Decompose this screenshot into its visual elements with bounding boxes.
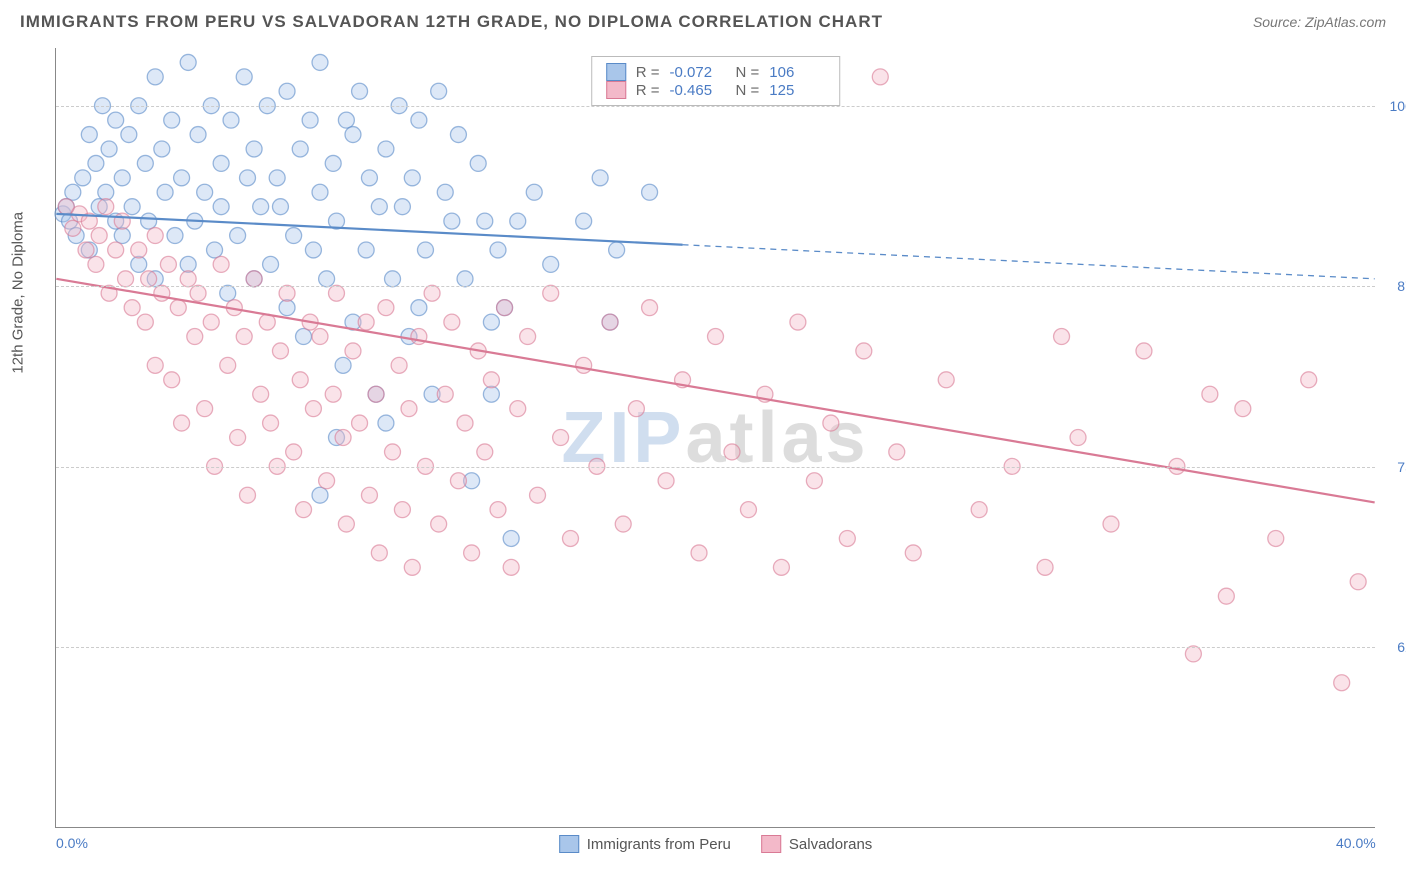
chart-plot-area: ZIPatlas R = -0.072 N = 106 R = -0.465 N…	[55, 48, 1375, 828]
swatch-salvadoran-icon	[606, 81, 626, 99]
y-axis-label: 12th Grade, No Diploma	[10, 212, 27, 374]
n-label: N =	[736, 64, 760, 81]
chart-title: IMMIGRANTS FROM PERU VS SALVADORAN 12TH …	[20, 12, 883, 32]
watermark-zip: ZIP	[561, 398, 685, 478]
n-value-peru: 106	[769, 64, 825, 81]
legend-item-salvadoran: Salvadorans	[761, 835, 872, 853]
gridline	[56, 647, 1375, 648]
legend-item-peru: Immigrants from Peru	[559, 835, 731, 853]
legend-label-salvadoran: Salvadorans	[789, 836, 872, 853]
y-tick-label: 87.5%	[1397, 278, 1406, 294]
r-label: R =	[636, 64, 660, 81]
gridline	[56, 106, 1375, 107]
watermark-rest: atlas	[685, 398, 869, 478]
legend-label-peru: Immigrants from Peru	[587, 836, 731, 853]
gridline	[56, 467, 1375, 468]
r-label-2: R =	[636, 82, 660, 99]
y-tick-label: 75.0%	[1397, 459, 1406, 475]
x-tick-label: 40.0%	[1336, 835, 1376, 851]
source-text: Source: ZipAtlas.com	[1253, 14, 1386, 30]
x-tick-label: 0.0%	[56, 835, 88, 851]
series-legend: Immigrants from Peru Salvadorans	[559, 835, 873, 853]
swatch-peru-icon-2	[559, 835, 579, 853]
stats-row-peru: R = -0.072 N = 106	[606, 63, 826, 81]
y-tick-label: 100.0%	[1390, 98, 1406, 114]
swatch-peru-icon	[606, 63, 626, 81]
gridline	[56, 286, 1375, 287]
swatch-salvadoran-icon-2	[761, 835, 781, 853]
r-value-peru: -0.072	[670, 64, 726, 81]
r-value-salvadoran: -0.465	[670, 82, 726, 99]
n-value-salvadoran: 125	[769, 82, 825, 99]
stats-legend: R = -0.072 N = 106 R = -0.465 N = 125	[591, 56, 841, 106]
stats-row-salvadoran: R = -0.465 N = 125	[606, 81, 826, 99]
y-tick-label: 62.5%	[1397, 639, 1406, 655]
n-label-2: N =	[736, 82, 760, 99]
